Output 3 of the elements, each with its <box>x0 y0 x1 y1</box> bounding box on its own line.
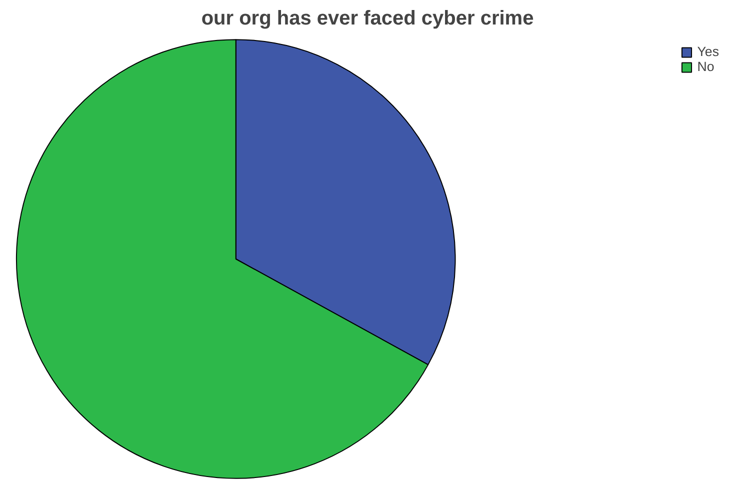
chart-title: our org has ever faced cyber crime <box>201 8 534 30</box>
legend-label: No <box>697 59 716 74</box>
legend-label: Yes <box>697 44 719 59</box>
